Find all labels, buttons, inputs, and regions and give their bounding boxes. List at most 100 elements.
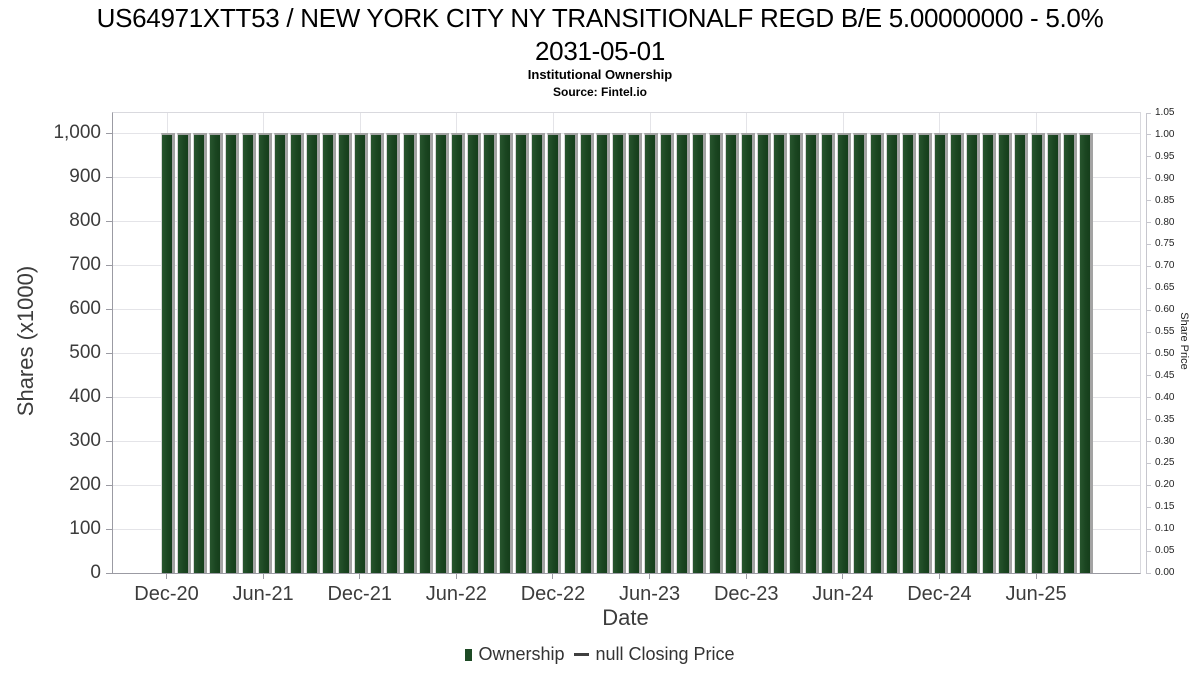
left-axis-tick-label: 900 [69, 166, 101, 187]
ownership-bar[interactable] [257, 133, 269, 573]
ownership-bar[interactable] [789, 133, 801, 573]
right-axis-tick-label: 0.15 [1155, 501, 1175, 513]
legend-item-closing-price[interactable]: null Closing Price [574, 644, 735, 665]
left-axis-tick [106, 220, 113, 222]
right-axis-tick [1146, 222, 1151, 224]
ownership-bar[interactable] [708, 133, 720, 573]
ownership-bar[interactable] [1030, 133, 1042, 573]
ownership-bar[interactable] [273, 133, 285, 573]
ownership-bar[interactable] [370, 133, 382, 573]
right-axis-tick-label: 0.20 [1155, 479, 1175, 491]
ownership-bar[interactable] [772, 133, 784, 573]
right-axis-tick [1146, 397, 1151, 399]
ownership-bar[interactable] [499, 133, 511, 573]
left-axis-tick [106, 440, 113, 442]
ownership-bar[interactable] [756, 133, 768, 573]
ownership-bar[interactable] [901, 133, 913, 573]
left-axis-tick-label: 500 [69, 342, 101, 363]
ownership-bar[interactable] [450, 133, 462, 573]
ownership-bar[interactable] [225, 133, 237, 573]
ownership-series-marker-icon [465, 648, 473, 661]
ownership-bar[interactable] [966, 133, 978, 573]
left-axis-tick [106, 176, 113, 178]
x-axis-tick-label: Dec-20 [134, 583, 199, 605]
chart-title-line2: 2031-05-01 [535, 36, 665, 66]
ownership-bar[interactable] [660, 133, 672, 573]
right-axis-tick [1146, 550, 1151, 552]
ownership-bar[interactable] [563, 133, 575, 573]
ownership-bar[interactable] [644, 133, 656, 573]
ownership-bar[interactable] [740, 133, 752, 573]
ownership-bar[interactable] [434, 133, 446, 573]
right-axis-tick [1146, 506, 1151, 508]
ownership-bar[interactable] [289, 133, 301, 573]
ownership-bar[interactable] [177, 133, 189, 573]
right-axis-tick-label: 0.50 [1155, 347, 1175, 359]
ownership-bar[interactable] [950, 133, 962, 573]
ownership-bar[interactable] [338, 133, 350, 573]
gridline-horizontal [113, 265, 1140, 266]
ownership-bar[interactable] [193, 133, 205, 573]
ownership-bar[interactable] [628, 133, 639, 573]
x-axis-tick [938, 574, 940, 579]
x-axis-tick [842, 574, 844, 579]
ownership-bar[interactable] [161, 133, 172, 573]
ownership-bar[interactable] [354, 133, 366, 573]
plot-area: 0 100 200 300 400 500 600 700 800 900 1,000 Dec-20 J… [53, 107, 1174, 605]
ownership-bar[interactable] [305, 133, 317, 573]
ownership-bar[interactable] [466, 133, 478, 573]
ownership-bar[interactable] [418, 133, 430, 573]
ownership-bar[interactable] [611, 133, 623, 573]
right-axis-tick-label: 0.25 [1155, 457, 1175, 469]
right-axis-tick-label: 0.05 [1155, 545, 1175, 557]
ownership-bar[interactable] [998, 133, 1010, 573]
ownership-bar[interactable] [982, 133, 994, 573]
ownership-bar[interactable] [547, 133, 559, 573]
ownership-bar[interactable] [885, 133, 897, 573]
ownership-bar[interactable] [1078, 133, 1090, 573]
ownership-bar[interactable] [853, 133, 865, 573]
right-axis-tick [1146, 353, 1151, 355]
ownership-bar[interactable] [917, 133, 929, 573]
x-axis-tick-label: Jun-23 [619, 583, 681, 605]
ownership-bar[interactable] [595, 133, 607, 573]
chart-source-text: Source: Fintel.io [552, 85, 647, 99]
ownership-bar[interactable] [209, 133, 221, 573]
ownership-bar[interactable] [531, 133, 543, 573]
right-axis-tick [1146, 309, 1151, 311]
ownership-bar[interactable] [386, 133, 398, 573]
x-axis-tick [552, 574, 554, 579]
ownership-bar[interactable] [692, 133, 704, 573]
legend-item-ownership[interactable]: Ownership [465, 644, 564, 665]
ownership-bar[interactable] [724, 133, 736, 573]
right-axis-tick [1146, 375, 1151, 377]
ownership-bar[interactable] [322, 133, 334, 573]
ownership-bar[interactable] [241, 133, 253, 573]
ownership-bar[interactable] [402, 133, 414, 573]
ownership-bar[interactable] [821, 133, 833, 573]
ownership-bar[interactable] [869, 133, 881, 573]
right-axis-tick [1146, 484, 1151, 486]
x-axis-tick-label: Dec-24 [907, 583, 972, 605]
gridline-horizontal [113, 353, 1140, 354]
right-axis-tick [1146, 243, 1151, 245]
ownership-bar[interactable] [1062, 133, 1074, 573]
gridline-horizontal [113, 529, 1140, 530]
right-axis-tick [1146, 419, 1151, 421]
x-axis-tick [649, 574, 651, 579]
ownership-bar[interactable] [805, 133, 817, 573]
ownership-bar[interactable] [1014, 133, 1026, 573]
x-axis-tick [455, 574, 457, 579]
ownership-bar[interactable] [676, 133, 688, 573]
ownership-bar[interactable] [515, 133, 527, 573]
left-axis-tick-label: 400 [69, 386, 101, 407]
legend-label-ownership: Ownership [478, 644, 565, 664]
right-axis-tick-label: 0.60 [1155, 304, 1175, 316]
ownership-bar[interactable] [933, 133, 945, 573]
ownership-bar[interactable] [1046, 133, 1058, 573]
ownership-bar[interactable] [579, 133, 591, 573]
ownership-bar[interactable] [483, 133, 495, 573]
right-axis-tick [1146, 178, 1151, 180]
ownership-bar[interactable] [837, 133, 849, 573]
